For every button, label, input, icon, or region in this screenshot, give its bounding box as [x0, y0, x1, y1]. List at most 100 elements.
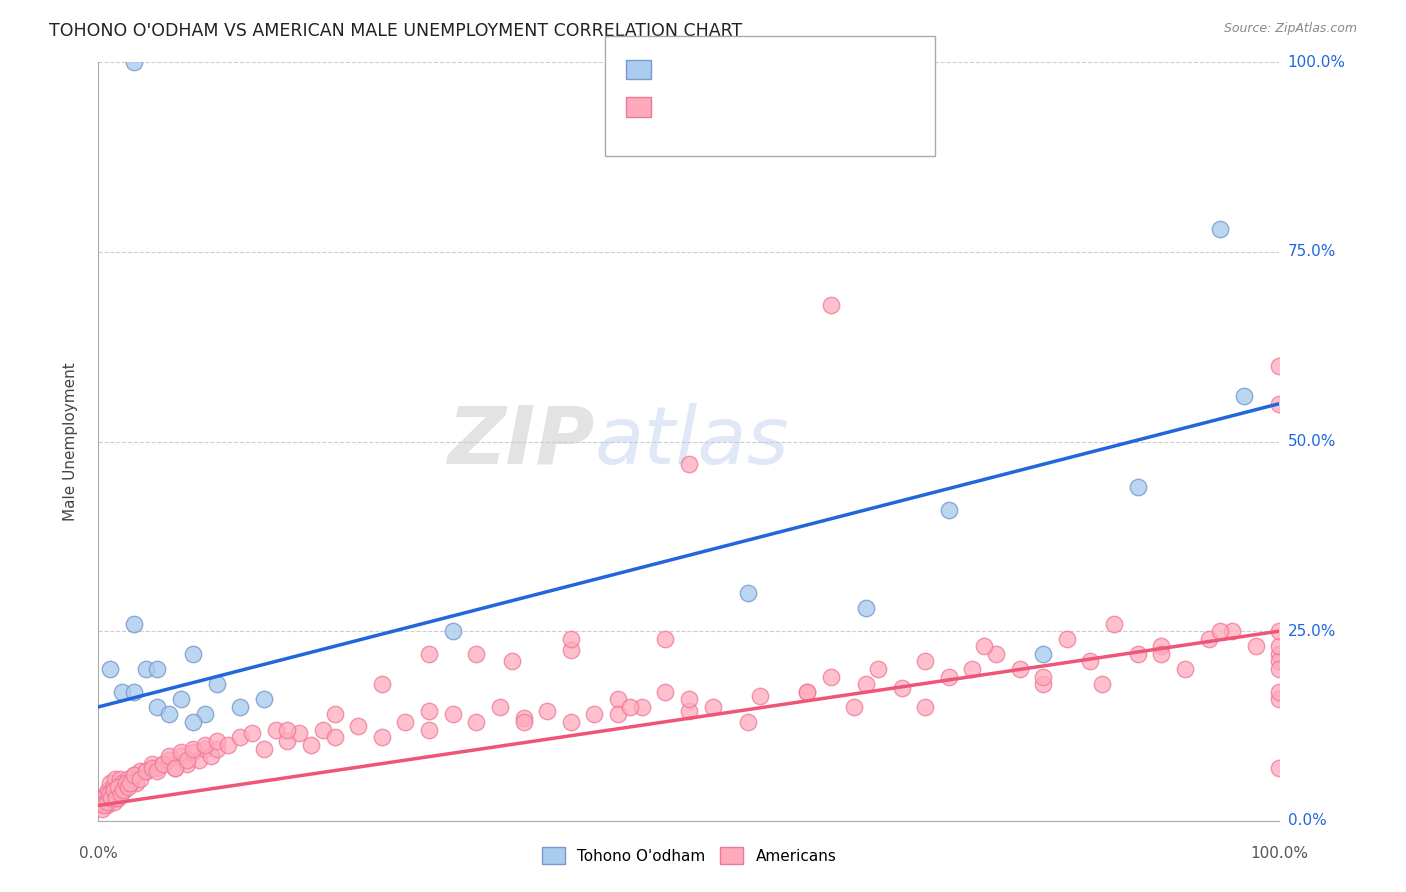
Point [536, 704, 558, 718]
Point [1032, 677, 1054, 691]
Point [560, 715, 582, 730]
Point [418, 704, 440, 718]
Point [128, 772, 150, 786]
Point [276, 734, 298, 748]
Point [205, 734, 228, 748]
Point [264, 723, 287, 737]
Point [1268, 359, 1291, 373]
Point [205, 741, 228, 756]
Point [98, 662, 121, 676]
Point [122, 768, 145, 782]
Point [157, 753, 180, 767]
Point [678, 704, 700, 718]
Point [157, 749, 180, 764]
Point [560, 632, 582, 646]
Point [678, 692, 700, 706]
Point [1091, 677, 1114, 691]
Point [583, 707, 606, 722]
Point [165, 760, 187, 774]
Text: 0.0%: 0.0% [79, 846, 118, 861]
Point [1268, 639, 1291, 653]
Point [170, 749, 193, 764]
Point [501, 655, 523, 669]
Point [654, 632, 676, 646]
Point [141, 756, 163, 771]
Point [276, 723, 298, 737]
Point [1126, 480, 1149, 494]
Point [1056, 632, 1078, 646]
Text: 0.454: 0.454 [689, 98, 737, 116]
Point [844, 699, 866, 714]
Point [135, 764, 157, 779]
Point [323, 707, 346, 722]
Point [253, 741, 276, 756]
Point [187, 753, 209, 767]
Point [157, 707, 180, 722]
Point [120, 776, 142, 790]
Point [820, 669, 842, 683]
Point [512, 715, 534, 730]
Point [114, 776, 136, 790]
Text: N =: N = [758, 98, 794, 116]
Point [170, 746, 193, 760]
Point [165, 760, 187, 774]
Point [229, 730, 252, 744]
Text: 50.0%: 50.0% [1288, 434, 1336, 449]
Point [141, 760, 163, 774]
Point [418, 723, 440, 737]
Point [146, 760, 169, 774]
Point [1209, 222, 1232, 236]
Point [607, 707, 630, 722]
Point [98, 787, 121, 801]
Point [1268, 655, 1291, 669]
Point [323, 730, 346, 744]
Point [110, 787, 132, 801]
Point [441, 624, 464, 639]
Point [1244, 639, 1267, 653]
Point [299, 738, 322, 752]
Point [914, 699, 936, 714]
Point [101, 780, 124, 794]
Point [465, 647, 488, 661]
Text: 25.0%: 25.0% [1288, 624, 1336, 639]
Text: 100.0%: 100.0% [1250, 846, 1309, 861]
Point [607, 692, 630, 706]
Point [1268, 396, 1291, 410]
Point [122, 616, 145, 631]
Point [121, 776, 143, 790]
Point [938, 669, 960, 683]
Point [371, 730, 394, 744]
Point [654, 685, 676, 699]
Point [1080, 655, 1102, 669]
Point [371, 677, 394, 691]
Point [104, 772, 127, 786]
Point [855, 677, 877, 691]
Text: 0.0%: 0.0% [1288, 814, 1326, 828]
Point [737, 715, 759, 730]
Point [1102, 616, 1125, 631]
Point [105, 787, 128, 801]
Point [108, 772, 131, 786]
Point [194, 741, 217, 756]
Point [111, 685, 134, 699]
Point [105, 791, 128, 805]
Point [1268, 624, 1291, 639]
Point [702, 699, 724, 714]
Point [748, 689, 770, 703]
Point [94, 787, 117, 801]
Point [152, 756, 174, 771]
Point [110, 783, 132, 797]
Text: Source: ZipAtlas.com: Source: ZipAtlas.com [1223, 22, 1357, 36]
Point [1268, 692, 1291, 706]
Point [122, 685, 145, 699]
Point [117, 780, 139, 794]
Point [1174, 662, 1197, 676]
Point [288, 726, 311, 740]
Point [1268, 760, 1291, 774]
Text: 23: 23 [787, 61, 814, 78]
Point [181, 741, 204, 756]
Point [181, 647, 204, 661]
Point [91, 802, 114, 816]
Point [93, 798, 115, 813]
Point [98, 791, 121, 805]
